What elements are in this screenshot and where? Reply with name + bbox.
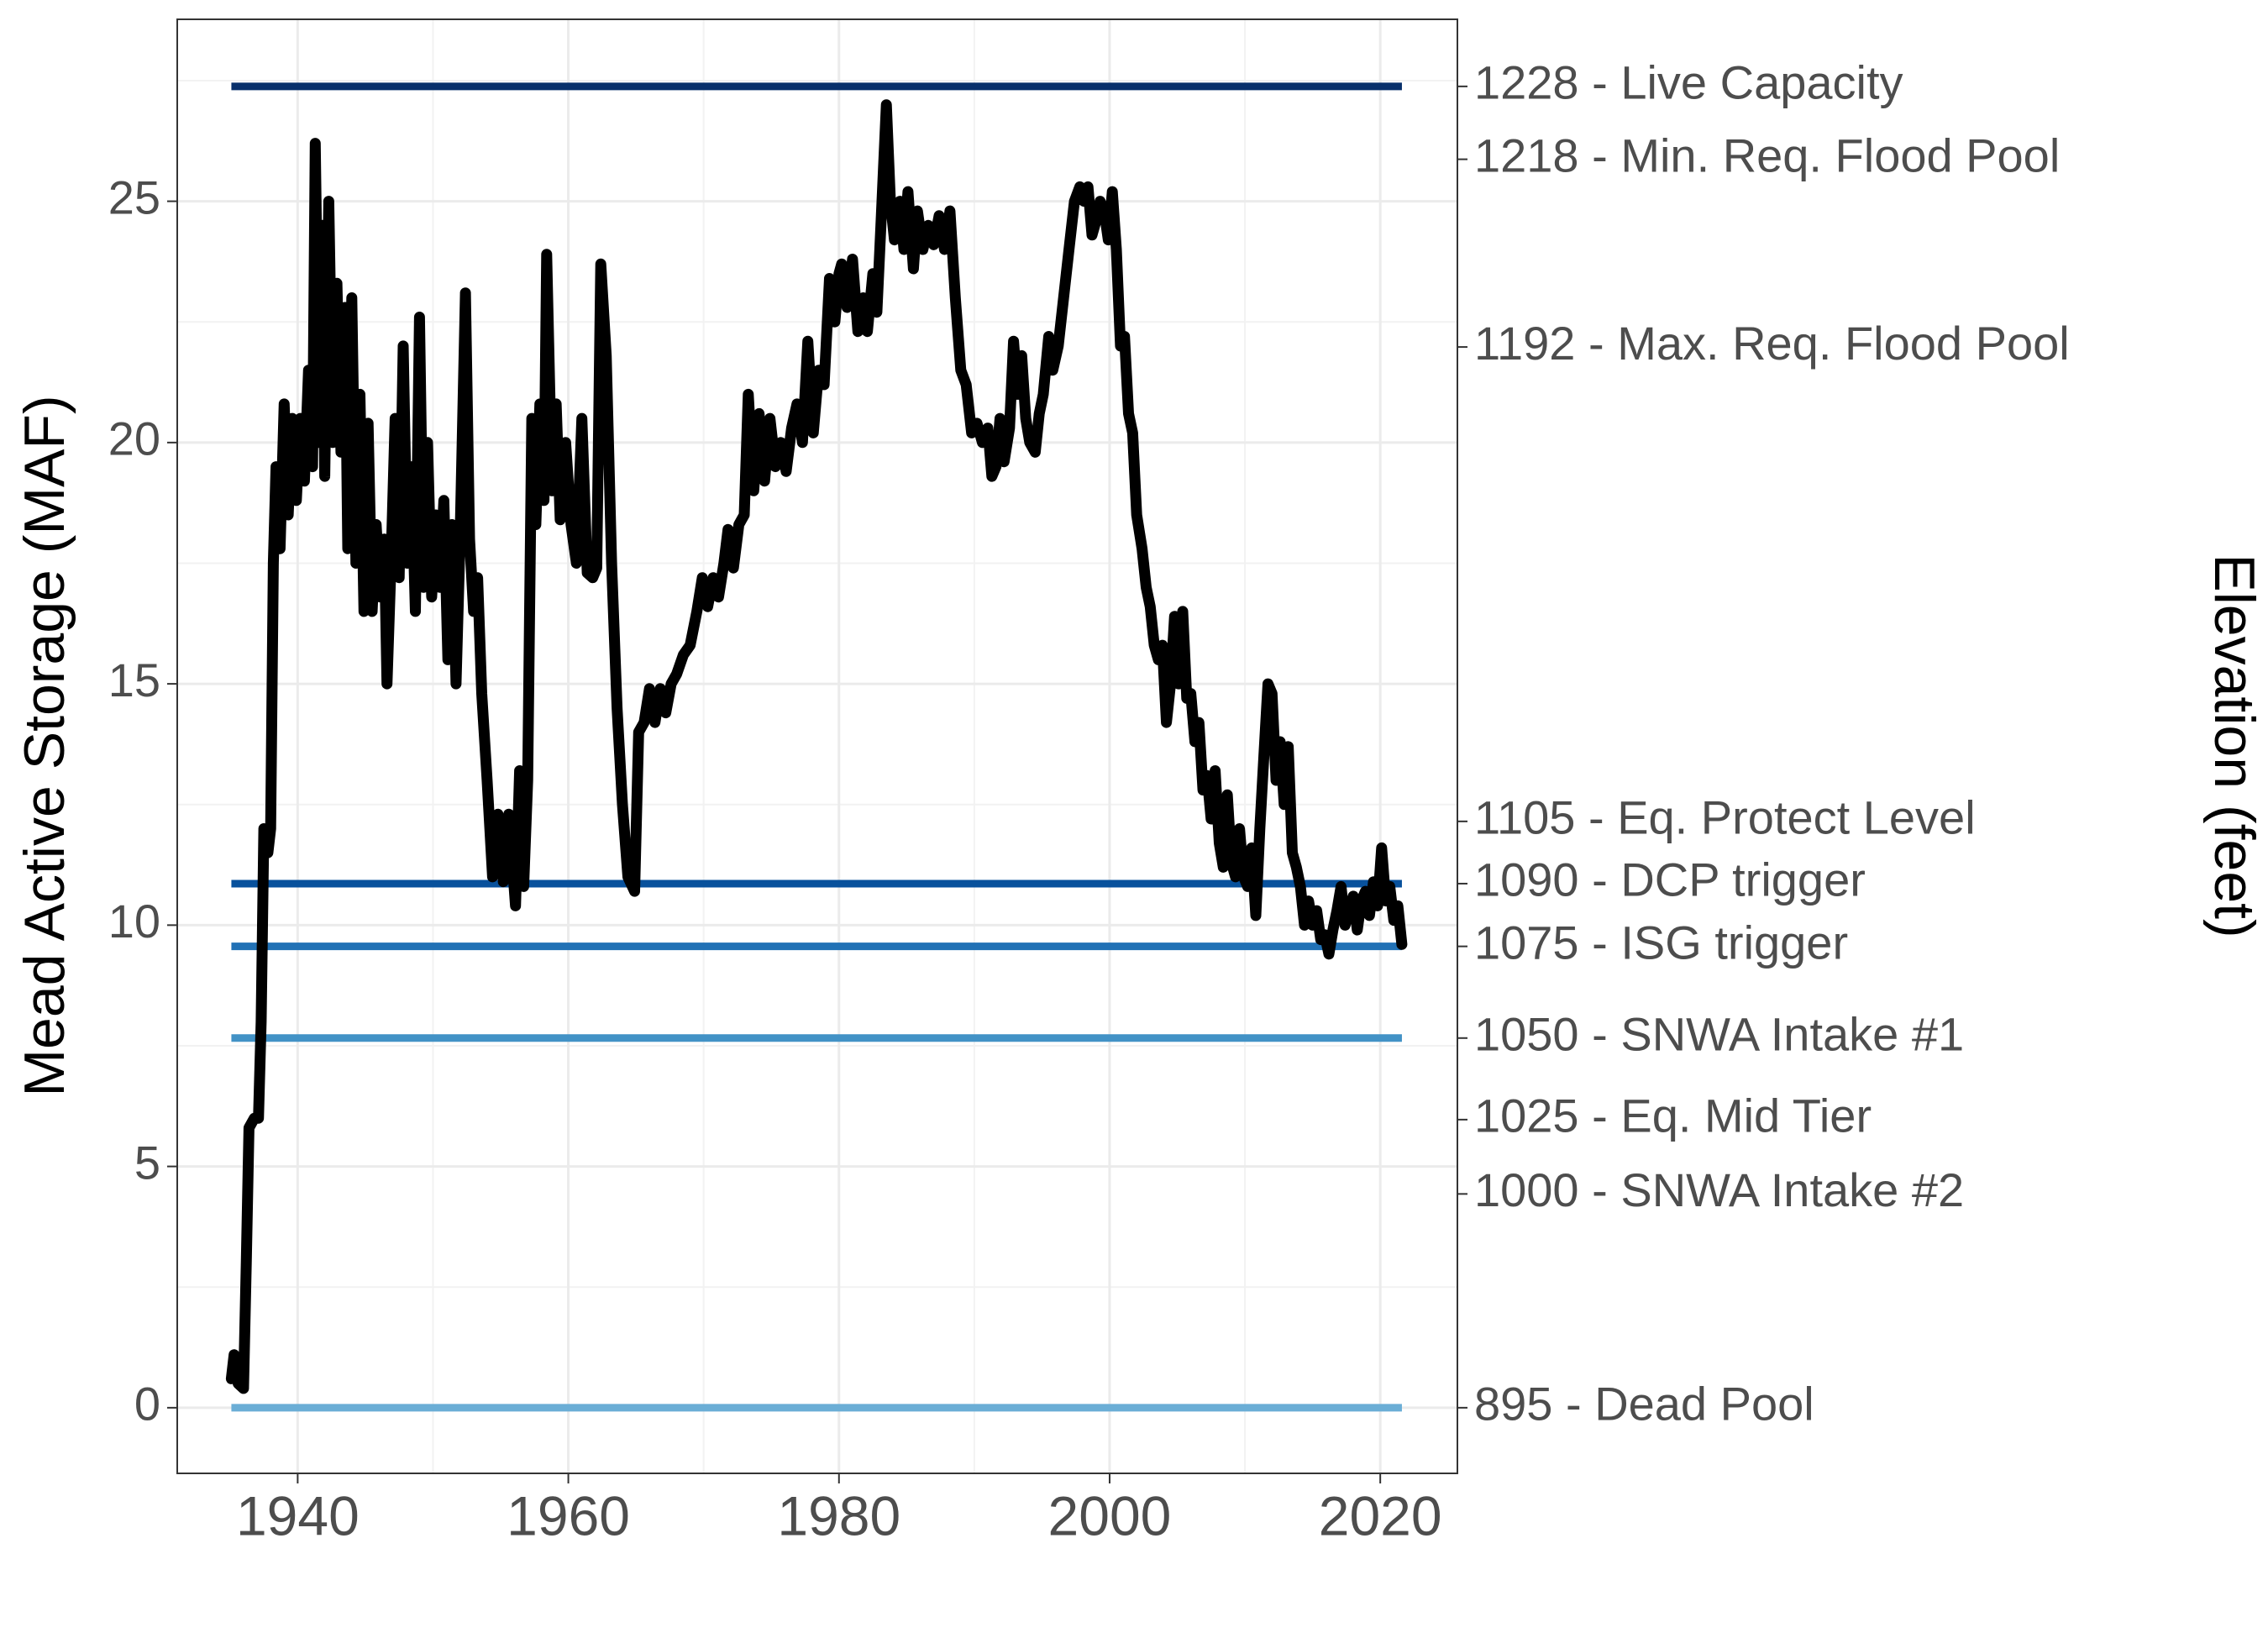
x-tick-label: 2020 [1319,1484,1442,1546]
y2-tick-label: 1050 - SNWA Intake #1 [1474,1008,1964,1061]
y2-tick-label: 1000 - SNWA Intake #2 [1474,1163,1964,1216]
y2-axis-title: Elevation (feet) [2202,554,2266,937]
y2-tick-label: 1025 - Eq. Mid Tier [1474,1089,1872,1142]
y2-tick-label: 1075 - ISG trigger [1474,916,1848,969]
y-axis-title: Mead Active Storage (MAF) [13,395,76,1096]
x-tick-label: 2000 [1048,1484,1172,1546]
storage-line [225,99,1408,1394]
y-tick-label: 15 [108,654,160,706]
y2-tick-label: 895 - Dead Pool [1474,1378,1814,1431]
y2-tick-label: 1192 - Max. Req. Flood Pool [1474,317,2070,370]
y-tick-label: 10 [108,895,160,948]
x-tick-label: 1940 [236,1484,360,1546]
plot-border [176,18,1458,1474]
x-tick-label: 1980 [777,1484,900,1546]
y2-tick-label: 1105 - Eq. Protect Level [1474,791,1976,844]
y2-tick-label: 1228 - Live Capacity [1474,56,1903,109]
y-tick-label: 25 [108,171,160,223]
y-tick-label: 20 [108,412,160,465]
y2-tick-label: 1218 - Min. Req. Flood Pool [1474,129,2060,181]
y2-tick-label: 1090 - DCP trigger [1474,853,1866,906]
x-tick-label: 1960 [507,1484,630,1546]
y-tick-label: 5 [134,1136,160,1189]
y-tick-label: 0 [134,1378,160,1431]
